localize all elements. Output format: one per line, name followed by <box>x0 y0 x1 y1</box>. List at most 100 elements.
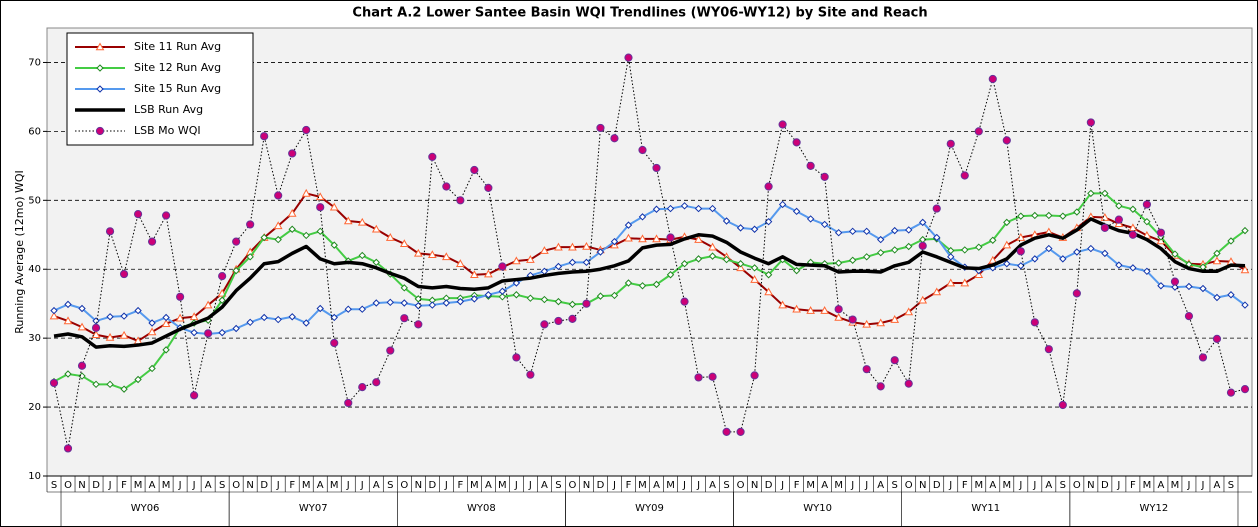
marker <box>834 312 844 321</box>
marker <box>1241 301 1249 309</box>
x-tick-label: J <box>682 480 686 491</box>
marker <box>357 217 367 226</box>
x-tick-label: F <box>962 480 968 491</box>
marker <box>848 315 857 324</box>
marker <box>792 138 801 147</box>
marker <box>624 53 633 62</box>
marker <box>1171 283 1179 291</box>
marker <box>568 314 577 323</box>
x-tick-label: F <box>289 480 295 491</box>
marker <box>778 200 787 209</box>
marker <box>1087 244 1095 253</box>
marker <box>371 224 381 233</box>
marker <box>119 269 129 279</box>
marker <box>385 232 395 241</box>
marker <box>63 444 73 453</box>
marker <box>147 237 157 246</box>
marker <box>78 304 86 313</box>
marker <box>554 297 563 306</box>
marker <box>64 300 72 309</box>
marker <box>1185 282 1193 291</box>
marker <box>358 382 367 392</box>
marker <box>316 227 324 236</box>
marker <box>736 224 745 232</box>
marker <box>330 338 339 348</box>
marker <box>288 225 296 233</box>
marker <box>400 284 409 292</box>
marker <box>1115 202 1123 210</box>
x-tick-label: A <box>989 480 996 491</box>
x-tick-label: N <box>919 480 926 491</box>
marker <box>806 215 815 223</box>
x-tick-label: A <box>1158 480 1165 491</box>
group-label: WY10 <box>803 503 832 514</box>
marker <box>92 380 100 389</box>
x-tick-label: A <box>653 480 660 491</box>
x-tick-label: M <box>1171 480 1180 491</box>
marker <box>1031 255 1039 263</box>
marker <box>974 270 984 279</box>
marker <box>666 204 675 213</box>
marker <box>302 231 310 240</box>
x-tick-label: M <box>498 480 507 491</box>
marker <box>652 205 661 213</box>
marker <box>736 263 745 272</box>
marker <box>203 300 213 309</box>
marker <box>1143 217 1151 226</box>
marker <box>722 255 731 264</box>
marker <box>106 380 114 389</box>
marker <box>1157 282 1165 290</box>
y-axis-label: Running Average (12mo) WQI <box>13 170 26 334</box>
x-tick-label: O <box>905 480 913 491</box>
marker <box>106 313 114 321</box>
marker <box>1171 250 1179 258</box>
marker <box>274 315 282 324</box>
x-tick-label: J <box>948 480 952 491</box>
marker <box>708 242 717 251</box>
marker <box>1198 353 1208 362</box>
marker <box>1073 248 1081 256</box>
marker <box>638 282 647 290</box>
marker <box>848 256 857 264</box>
marker <box>694 373 703 382</box>
marker <box>834 305 843 314</box>
marker <box>330 313 338 322</box>
marker <box>1227 291 1235 299</box>
marker <box>96 64 104 72</box>
marker <box>905 226 913 234</box>
group-label: WY07 <box>299 503 328 514</box>
marker <box>232 266 240 275</box>
marker <box>161 319 171 327</box>
marker <box>1199 284 1207 293</box>
marker <box>624 279 633 287</box>
marker <box>554 262 563 271</box>
marker <box>862 319 872 328</box>
marker <box>413 248 423 257</box>
marker <box>890 246 899 254</box>
x-tick-label: A <box>541 480 548 491</box>
x-tick-label: M <box>1143 480 1152 491</box>
marker <box>933 233 941 242</box>
marker <box>96 85 104 93</box>
marker <box>946 139 955 148</box>
marker <box>77 322 87 331</box>
x-tick-label: M <box>302 480 311 491</box>
x-tick-label: O <box>568 480 576 491</box>
marker <box>176 292 185 301</box>
marker <box>484 269 493 278</box>
legend-label: LSB Run Avg <box>134 103 203 116</box>
marker <box>91 330 101 339</box>
marker <box>232 237 241 246</box>
x-tick-label: F <box>626 480 632 491</box>
marker <box>918 241 927 250</box>
marker <box>1003 218 1011 227</box>
marker <box>343 216 353 225</box>
marker <box>63 316 73 325</box>
x-tick-label: D <box>597 480 605 491</box>
marker <box>427 250 437 259</box>
x-tick-label: J <box>780 480 784 491</box>
marker <box>862 365 871 374</box>
marker <box>1227 237 1235 245</box>
y-tick-label: 60 <box>28 126 41 137</box>
x-tick-label: A <box>877 480 884 491</box>
